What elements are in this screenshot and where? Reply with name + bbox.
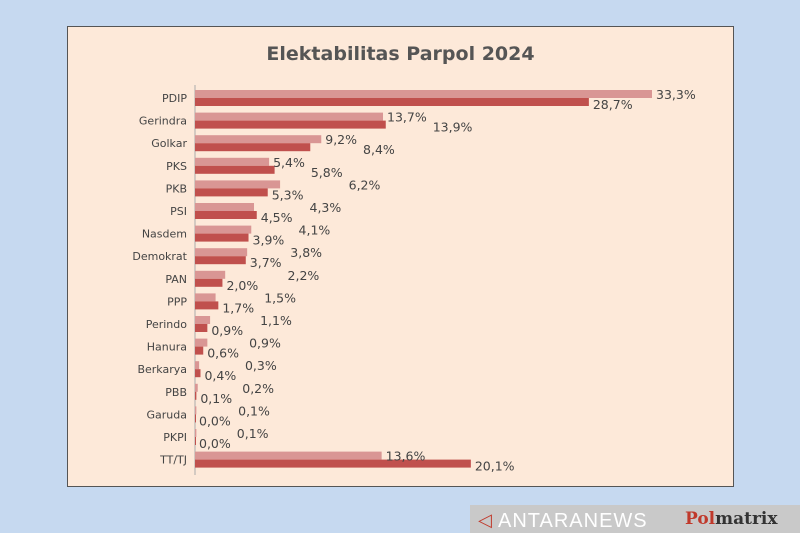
data-label: 0,0% — [199, 436, 231, 451]
polmatrix-logo-dark: matrix — [715, 509, 778, 529]
bar-series-2 — [195, 278, 223, 287]
chart-area: Elektabilitas Parpol 2024 PDIP 33,3% 28,7%… — [67, 26, 734, 487]
data-label: 1,5% — [264, 290, 296, 305]
bar-series-1 — [195, 135, 322, 144]
category-label: Gerindra — [139, 115, 187, 128]
data-label: 3,7% — [250, 255, 282, 270]
category-label: Garuda — [147, 408, 187, 421]
category-label: Golkar — [151, 137, 187, 150]
data-label: 0,4% — [204, 368, 236, 383]
bar-series-2 — [195, 324, 208, 332]
bar-series-2 — [195, 188, 268, 197]
data-label: 3,9% — [253, 233, 285, 248]
data-label: 2,2% — [288, 268, 320, 283]
bar-series-1 — [195, 383, 198, 392]
bar-series-1 — [195, 248, 248, 257]
data-label: 0,2% — [242, 381, 274, 396]
data-label: 4,3% — [310, 200, 342, 215]
data-label: 0,1% — [237, 426, 269, 441]
category-label: PKB — [166, 182, 187, 195]
data-label: 20,1% — [475, 459, 515, 474]
bar-series-2 — [195, 391, 197, 400]
bar-series-1 — [195, 316, 211, 324]
category-label: PAN — [165, 273, 187, 286]
watermark-logo: ◁ ANTARANEWS Polmatrix — [470, 505, 800, 533]
chart-title: Elektabilitas Parpol 2024 — [266, 43, 535, 65]
category-label: PPP — [167, 295, 187, 308]
data-label: 3,8% — [290, 245, 322, 260]
bar-series-2 — [195, 143, 311, 152]
category-label: Berkarya — [137, 363, 187, 376]
data-label: 1,7% — [222, 300, 254, 315]
category-label: Perindo — [146, 318, 188, 331]
bar-series-1 — [195, 112, 384, 121]
bar-plot: PDIP 33,3% 28,7% Gerindra 13,7% 13,9% Golkar 9,… — [132, 85, 696, 475]
data-label: 0,9% — [211, 323, 243, 338]
category-label: Demokrat — [132, 250, 187, 263]
bar-series-2 — [195, 459, 471, 468]
polmatrix-logo: Polmatrix — [685, 509, 778, 529]
bar-series-1 — [195, 270, 226, 279]
bar-series-2 — [195, 437, 196, 445]
bar-series-2 — [195, 98, 589, 106]
data-label: 0,3% — [245, 358, 277, 373]
bar-series-2 — [195, 120, 386, 129]
bar-series-1 — [195, 338, 208, 347]
data-label: 5,4% — [273, 155, 305, 170]
category-label: PKS — [166, 160, 187, 173]
category-label: PDIP — [162, 92, 187, 105]
category-label: PBB — [165, 386, 187, 399]
data-label: 28,7% — [593, 97, 633, 112]
data-label: 13,7% — [387, 110, 427, 125]
data-label: 6,2% — [349, 177, 381, 192]
bar-series-1 — [195, 451, 382, 460]
antara-logo-text: ANTARANEWS — [498, 510, 648, 532]
bar-series-1 — [195, 293, 216, 302]
category-label: PSI — [170, 205, 187, 218]
data-label: 5,8% — [311, 165, 343, 180]
bar-series-2 — [195, 233, 249, 242]
bar-series-1 — [195, 361, 200, 370]
bar-series-2 — [195, 165, 275, 174]
data-label: 13,6% — [386, 449, 426, 464]
data-label: 0,1% — [238, 403, 270, 418]
antara-logo-icon: ◁ — [478, 510, 492, 531]
category-label: Hanura — [147, 341, 187, 354]
data-label: 4,5% — [261, 210, 293, 225]
bar-series-2 — [195, 414, 196, 423]
category-label: TT/TJ — [159, 454, 187, 467]
data-label: 33,3% — [656, 87, 696, 102]
polmatrix-logo-red: Pol — [685, 509, 716, 529]
bar-series-2 — [195, 256, 246, 265]
bar-series-1 — [195, 406, 197, 415]
category-label: PKPI — [163, 431, 187, 444]
bar-series-1 — [195, 90, 652, 98]
data-label: 0,0% — [199, 413, 231, 428]
bar-series-1 — [195, 157, 270, 166]
data-label: 1,1% — [260, 313, 292, 328]
data-label: 9,2% — [325, 132, 357, 147]
data-label: 0,1% — [200, 391, 232, 406]
data-label: 5,3% — [272, 187, 304, 202]
data-label: 13,9% — [433, 120, 473, 135]
bar-series-2 — [195, 369, 201, 378]
bar-series-2 — [195, 211, 257, 219]
data-label: 4,1% — [299, 223, 331, 238]
data-label: 8,4% — [363, 142, 395, 157]
bar-series-1 — [195, 225, 252, 234]
bar-series-2 — [195, 301, 219, 310]
category-label: Nasdem — [142, 228, 187, 241]
data-label: 0,6% — [207, 346, 239, 361]
bar-series-2 — [195, 346, 204, 355]
bar-series-1 — [195, 180, 281, 189]
bar-series-1 — [195, 203, 255, 211]
data-label: 0,9% — [249, 336, 281, 351]
bar-series-1 — [195, 429, 197, 437]
data-label: 2,0% — [226, 278, 258, 293]
